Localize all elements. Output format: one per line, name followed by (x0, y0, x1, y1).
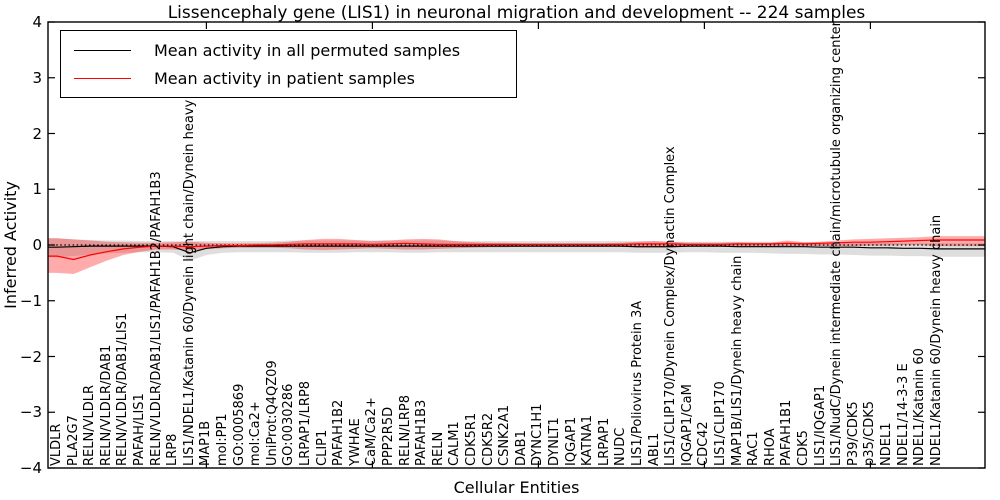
x-category-label: MAP1B (198, 420, 214, 466)
x-category-label: NUDC (613, 427, 629, 466)
y-tick-label: 4 (32, 13, 42, 31)
patient-mean-line (48, 239, 985, 261)
x-category-label: PAFAH1B3 (414, 399, 430, 466)
x-category-label: PAFAH1B1 (779, 399, 795, 466)
x-category-label: CDC42 (696, 421, 712, 466)
x-category-label: DYNC1H1 (530, 403, 546, 466)
legend-item-patient: Mean activity in patient samples (61, 64, 516, 92)
legend-label-permuted: Mean activity in all permuted samples (154, 40, 461, 60)
x-category-label: CDK5R1 (464, 412, 479, 466)
x-category-label: PPP2R5D (381, 406, 396, 466)
x-category-label: GO:0005869 (231, 383, 247, 466)
x-category-label: CDK5R2 (480, 412, 496, 466)
y-tick-label: 2 (32, 124, 42, 143)
x-category-label: NDEL1/Katanin 60/Dynein heavy chain (928, 214, 944, 466)
x-axis-title: Cellular Entities (453, 478, 580, 497)
y-tick-label: 1 (32, 180, 42, 199)
x-category-label: RHOA (762, 428, 778, 466)
x-category-label: GO:0030286 (281, 383, 297, 466)
x-category-label: VLDLR (49, 423, 64, 466)
x-category-label: p35/CDK5 (862, 400, 878, 466)
legend-box: Mean activity in all permuted samples Me… (60, 30, 517, 98)
x-category-label: CALM1 (447, 421, 463, 466)
plot-frame (47, 21, 986, 469)
x-category-label: LIS1/NDEL1/Katanin 60/Dynein light chain… (181, 60, 197, 466)
x-category-label: CLIP1 (314, 429, 330, 466)
x-category-label: LRP8 (165, 433, 181, 466)
x-category-label: CaM/Ca2+ (364, 397, 380, 466)
x-category-label: RELN/VLDLR (82, 384, 98, 466)
x-category-label: LIS1/Poliovirus Protein 3A (630, 300, 645, 466)
patient-line-swatch (74, 77, 131, 79)
y-tick-label: −4 (19, 459, 42, 477)
x-category-label: RELN (430, 431, 446, 466)
x-category-label: LIS1/IQGAP1 (812, 384, 828, 466)
legend-label-patient: Mean activity in patient samples (154, 68, 415, 88)
x-category-label: LIS1/CLIP170 (713, 381, 728, 466)
x-category-label: MAP1B/LIS1/Dynein heavy chain (729, 255, 745, 466)
x-category-label: DYNLT1 (547, 417, 562, 466)
permuted-mean-line (48, 245, 985, 254)
x-category-label: CSNK2A1 (497, 404, 513, 466)
x-category-label: LRPAP1 (596, 417, 612, 466)
y-tick-label: −3 (19, 403, 42, 422)
x-category-label: NDEL1/Katanin 60 (912, 348, 928, 466)
x-category-label: RELN/VLDLR/DAB1 (98, 344, 114, 466)
y-tick-label: −2 (19, 347, 42, 366)
chart-title: Lissencephaly gene (LIS1) in neuronal mi… (167, 3, 866, 23)
x-category-label: KATNA1 (580, 414, 596, 466)
x-category-label: PLA2G7 (65, 415, 81, 466)
x-category-label: LIS1/NudC/Dynein intermediate chain/micr… (829, 21, 845, 466)
x-category-label: mol:Ca2+ (248, 401, 264, 466)
x-category-label: NDEL1/14-3-3 E (895, 363, 911, 466)
x-category-label: IQGAP1/CaM (679, 384, 695, 466)
x-category-label: RELN/LRP8 (397, 395, 413, 466)
x-category-label: CDK5 (796, 430, 811, 466)
y-tick-label: 0 (32, 236, 42, 254)
x-category-label: DAB1 (513, 430, 529, 466)
y-tick-label: −1 (19, 291, 42, 310)
x-category-label: PAFAH1B2 (331, 399, 347, 466)
x-category-label: PAFAH/LIS1 (132, 393, 147, 466)
x-category-label: UniProt:Q4QZ09 (264, 360, 280, 466)
legend-item-permuted: Mean activity in all permuted samples (61, 36, 516, 64)
x-category-label: P39/CDK5 (845, 401, 861, 466)
x-category-label: mol:PP1 (215, 413, 230, 466)
x-category-label: RELN/VLDLR/DAB1/LIS1/PAFAH1B2/PAFAH1B3 (148, 171, 164, 466)
x-category-label: RELN/VLDLR/DAB1/LIS1 (115, 312, 131, 466)
x-category-label: YWHAE (347, 418, 363, 466)
permuted-line-swatch (74, 49, 131, 51)
x-category-label: LRPAP1/LRP8 (298, 380, 313, 466)
x-category-label: IQGAP1 (563, 416, 579, 466)
y-tick-label: 3 (32, 68, 42, 87)
x-category-label: RAC1 (746, 431, 762, 466)
x-category-label: ABL1 (646, 432, 662, 466)
x-category-label: LIS1/CLIP170/Dynein Complex/Dynactin Com… (663, 146, 679, 466)
x-category-label: NDEL1 (879, 422, 894, 466)
